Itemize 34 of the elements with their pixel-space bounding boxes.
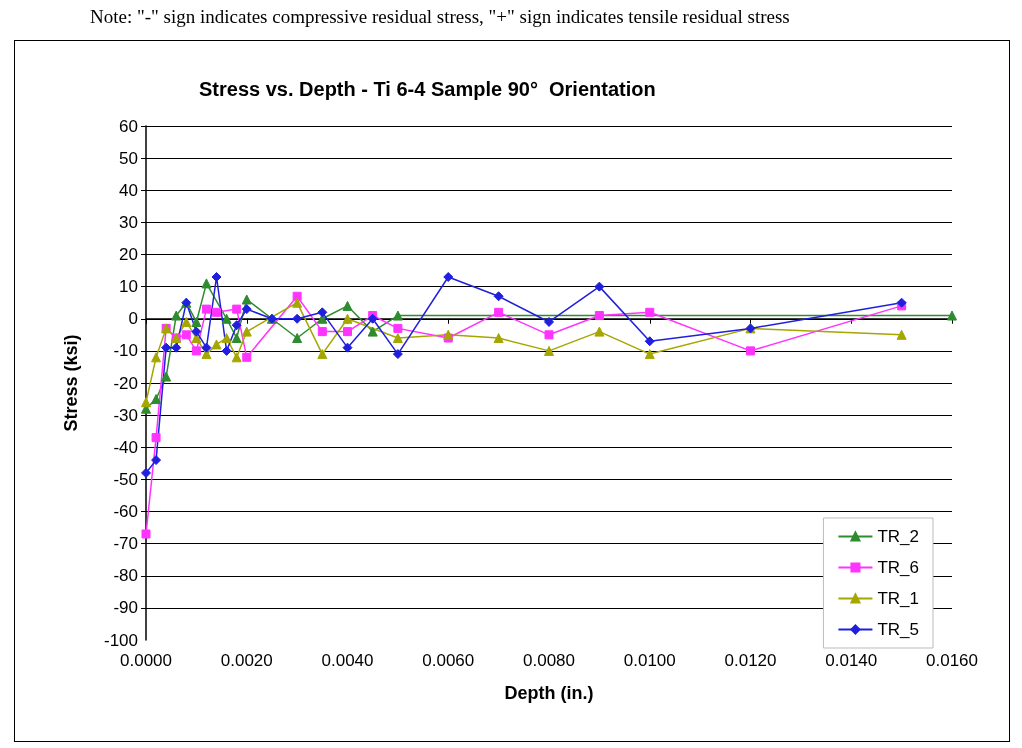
y-tick-label: -50 <box>113 469 138 489</box>
y-tick-label: 50 <box>119 148 138 168</box>
y-tick-label: -80 <box>113 566 138 586</box>
y-tick-label: 60 <box>119 116 138 136</box>
legend-label: TR_2 <box>877 527 920 546</box>
x-tick-label: 0.0020 <box>220 651 273 670</box>
y-tick-label: -20 <box>113 373 138 393</box>
x-tick-label: 0.0160 <box>926 651 978 670</box>
x-tick-label: 0.0080 <box>523 651 575 670</box>
y-tick-label: -30 <box>113 405 138 425</box>
y-tick-label: 20 <box>119 245 138 264</box>
y-tick-label: -90 <box>113 598 138 618</box>
x-axis-title: Depth (in.) <box>504 683 594 703</box>
y-tick-label: 30 <box>119 212 138 232</box>
text: Note: "-" sign indicates compressive residual stress, "+" sign indicates tensile residual stress <box>90 6 791 28</box>
y-tick-label: -60 <box>113 502 138 521</box>
x-tick-label: 0.0100 <box>623 651 676 670</box>
y-tick-label: -10 <box>113 341 138 361</box>
y-tick-label: -70 <box>113 534 138 554</box>
chart-title: Stress vs. Depth - Ti 6-4 Sample 90° Orientation <box>199 78 656 100</box>
x-tick-label: 0.0140 <box>825 651 878 670</box>
y-axis-title: Stress (ksi) <box>61 334 81 432</box>
legend-label: TR_6 <box>877 558 920 577</box>
legend-label: TR_5 <box>877 620 920 639</box>
y-tick-label: -40 <box>113 437 138 457</box>
legend-label: TR_1 <box>877 589 920 608</box>
y-tick-label: -100 <box>103 630 138 650</box>
x-tick-label: 0.0060 <box>422 651 475 670</box>
x-tick-label: 0.0000 <box>120 651 172 670</box>
y-tick-label: 10 <box>119 277 138 297</box>
y-tick-label: 40 <box>119 180 138 200</box>
x-tick-label: 0.0120 <box>724 651 777 670</box>
y-tick-label: 0 <box>128 309 138 329</box>
x-tick-label: 0.0040 <box>321 651 374 670</box>
